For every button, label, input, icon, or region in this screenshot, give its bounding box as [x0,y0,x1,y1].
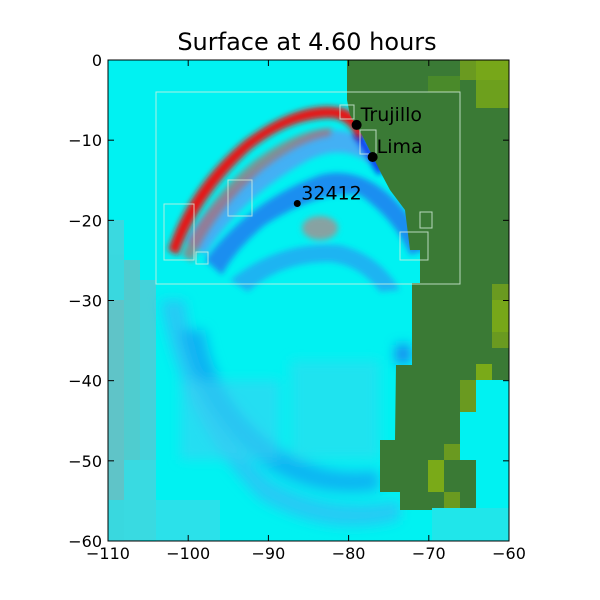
marker-label: Lima [377,136,423,158]
marker-point [293,199,301,207]
x-tick-label: −110 [86,544,130,563]
y-tick-label: −20 [68,211,102,230]
x-tick-label: −70 [412,544,446,563]
y-axis: 0 −10 −20 −30 −40 −50 −60 [68,51,509,551]
y-tick-label: −60 [68,532,102,551]
far-field-wave [160,300,410,527]
y-tick-label: −30 [68,292,102,311]
x-tick-label: −60 [492,544,526,563]
east-ocean [432,380,509,541]
y-tick-label: 0 [92,51,102,70]
plot-area: Trujillo Lima 32412 [108,60,509,541]
x-tick-label: −100 [166,544,210,563]
wave-crest-inner [182,128,332,262]
x-tick-label: −90 [252,544,286,563]
marker-point [351,119,362,130]
marker-label: Trujillo [360,104,422,126]
y-tick-label: −10 [68,131,102,150]
y-tick-label: −40 [68,372,102,391]
x-tick-label: −80 [332,544,366,563]
coarse-ocean-cells [108,220,220,541]
chart-title: Surface at 4.60 hours [177,28,436,56]
refinement-patches [155,91,461,285]
x-axis: −110 −100 −90 −80 −70 −60 [86,60,526,563]
y-tick-label: −50 [68,452,102,471]
markers-layer: Trujillo Lima 32412 [293,104,423,207]
marker-label: 32412 [301,182,361,204]
wave-crest [168,106,364,255]
marker-point [367,152,378,163]
high-terrain [428,60,509,508]
